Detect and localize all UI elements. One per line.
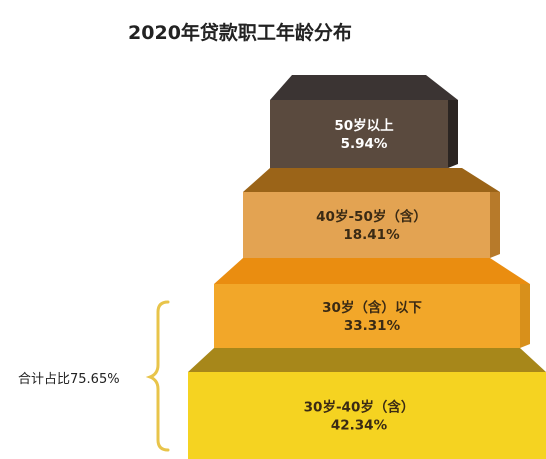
- tier-top-2: [214, 258, 530, 284]
- tier-front-3: [188, 372, 546, 459]
- tier-front-1: [243, 192, 490, 258]
- tier-value-label-0: 5.94%: [341, 136, 388, 152]
- tier-front-0: [270, 100, 448, 168]
- tier-value-label-2: 33.31%: [344, 318, 401, 334]
- tier-category-label-3: 30岁-40岁（含）: [304, 399, 415, 416]
- chart-title: 2020年贷款职工年龄分布: [128, 22, 352, 44]
- tier-front-2: [214, 284, 520, 348]
- tier-value-label-3: 42.34%: [331, 418, 388, 434]
- tier-top-1: [243, 168, 500, 192]
- tier-side-1: [490, 192, 500, 258]
- tier-category-label-2: 30岁（含）以下: [322, 299, 422, 316]
- tier-value-label-1: 18.41%: [343, 227, 400, 243]
- tier-category-label-1: 40岁-50岁（含）: [316, 208, 427, 225]
- tier-side-2: [520, 284, 530, 348]
- tier-side-0: [448, 100, 458, 168]
- sum-annotation: 合计占比75.65%: [18, 372, 120, 387]
- tier-category-label-0: 50岁以上: [334, 117, 394, 134]
- bracket: [145, 300, 170, 452]
- tier-top-0: [270, 75, 458, 100]
- tier-top-3: [188, 348, 546, 372]
